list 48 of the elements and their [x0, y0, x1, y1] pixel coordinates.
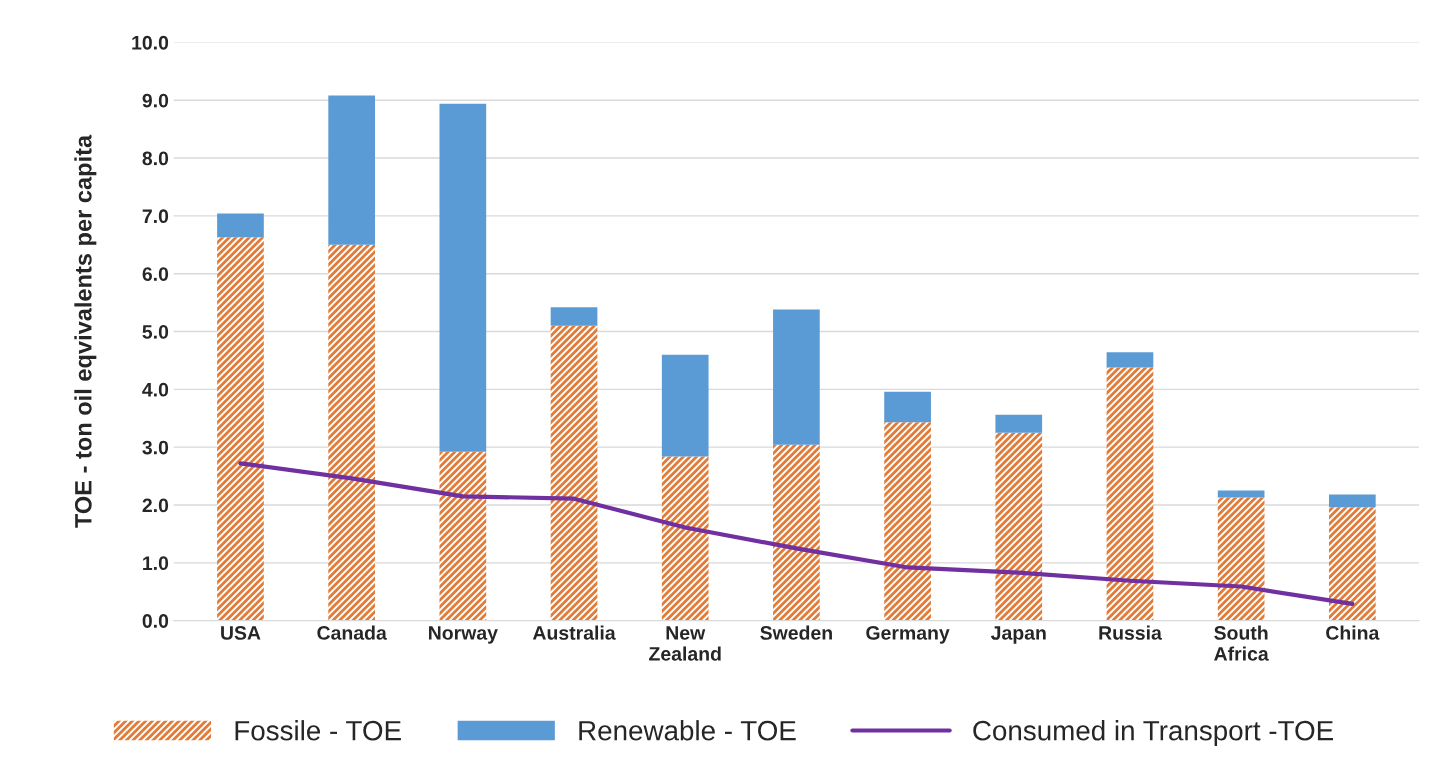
bar [328, 95, 376, 245]
x-tick-label: Germany [866, 626, 950, 644]
y-tick-label: 4.0 [142, 382, 169, 397]
x-tick-label: Russia [1099, 625, 1162, 640]
y-tick-label: 9.0 [142, 93, 169, 108]
x-tick-label: South Africa [1214, 625, 1269, 661]
y-tick-label: 8.0 [142, 151, 169, 166]
bar [661, 456, 709, 621]
legend-label: Consumed in Transport -TOE [973, 720, 1333, 746]
y-tick-label: 6.0 [142, 267, 169, 281]
y-tick-label: 3.0 [142, 440, 169, 455]
y-tick-label: 5.0 [142, 325, 169, 339]
bar [995, 414, 1043, 433]
bar [995, 432, 1043, 621]
bar [550, 307, 598, 326]
bar [217, 213, 264, 238]
y-axis-title: TOE - ton oil eqvivalents per capita [74, 134, 97, 528]
y-tick-label: 0.0 [142, 614, 169, 628]
bar [439, 103, 487, 452]
bar [1328, 494, 1376, 508]
y-tick-label: 10.0 [132, 35, 169, 50]
bar [773, 309, 820, 445]
bar [884, 391, 931, 423]
bar [1328, 507, 1376, 621]
bar [1217, 497, 1265, 621]
bar [328, 244, 376, 621]
bar [884, 422, 931, 621]
x-tick-label: USA [221, 626, 261, 640]
bar [217, 237, 264, 621]
bar [1106, 367, 1154, 621]
line-series [238, 461, 1355, 606]
bar [773, 444, 820, 621]
x-tick-label: Sweden [760, 625, 832, 640]
x-tick-label: Norway [429, 626, 498, 644]
x-tick-label: China [1326, 625, 1380, 640]
bar [661, 354, 709, 457]
y-tick-label: 2.0 [142, 498, 169, 513]
bar [439, 451, 487, 621]
y-tick-label: 1.0 [143, 556, 169, 571]
bar [1106, 352, 1154, 368]
bar [550, 325, 598, 621]
y-tick-label: 7.0 [142, 209, 169, 224]
x-tick-label: Japan [990, 626, 1046, 644]
legend-label: Fossile - TOE [235, 720, 401, 741]
x-tick-label: New Zealand [649, 626, 721, 661]
legend-label: Renewable - TOE [579, 720, 796, 741]
x-tick-label: Australia [532, 625, 616, 640]
x-tick-label: Canada [317, 625, 387, 640]
